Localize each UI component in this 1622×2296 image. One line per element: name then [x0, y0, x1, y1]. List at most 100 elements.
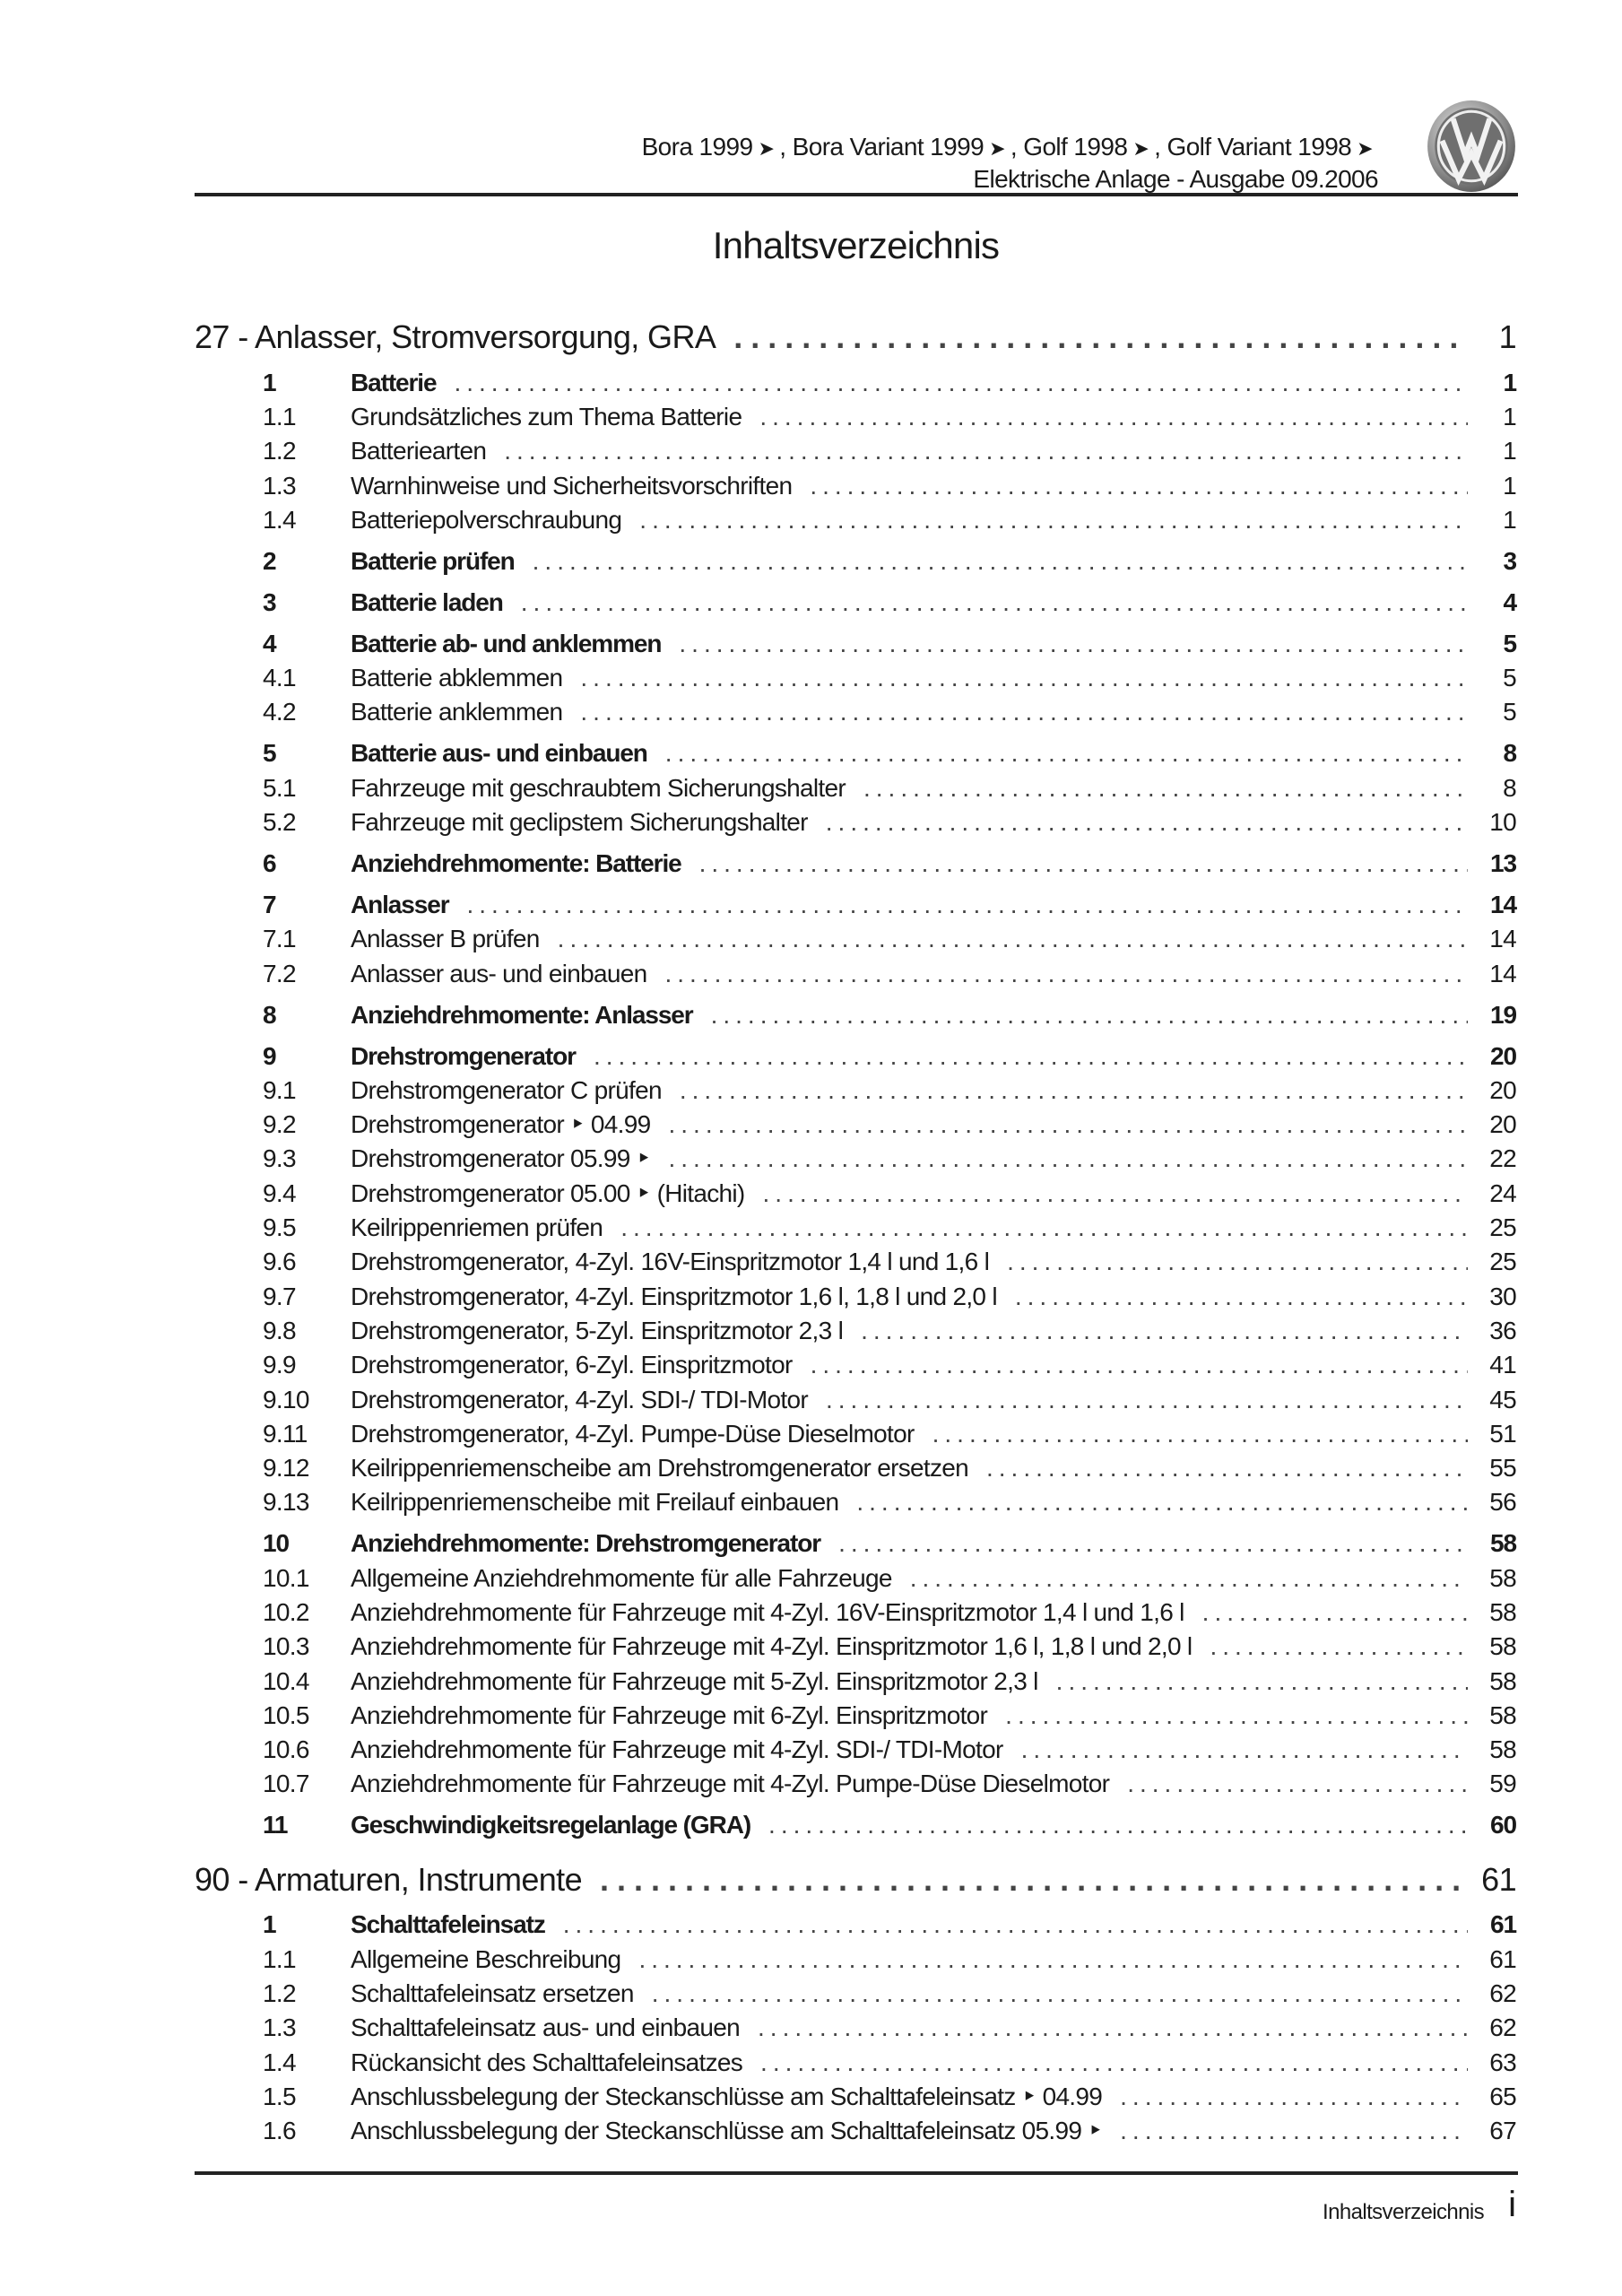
toc-entry-title: Allgemeine Beschreibung — [351, 1944, 621, 1973]
toc-entry[interactable]: 4.1 Batterie abklemmen...................… — [195, 661, 1517, 695]
dot-leader: ........................................… — [562, 1910, 1468, 1939]
toc-entry-title: Drehstromgenerator 05.00 ‣ (Hitachi) — [351, 1178, 745, 1207]
toc-entry-title: Batteriearten — [351, 437, 487, 465]
toc-chapter[interactable]: 90 - Armaturen, Instrumente.............… — [195, 1858, 1517, 1901]
toc-entry[interactable]: 9.12 Keilrippenriemenscheibe am Drehstrom… — [195, 1451, 1517, 1485]
toc-entry-page: 62 — [1489, 1979, 1516, 2008]
toc-entry[interactable]: 9.7 Drehstromgenerator, 4-Zyl. Einspritzm… — [195, 1280, 1517, 1314]
dot-leader: ........................................… — [651, 1979, 1468, 2008]
toc-entry[interactable]: 4 Batterie ab- und anklemmen.............… — [195, 627, 1517, 661]
toc-entry-page: 55 — [1489, 1454, 1516, 1483]
dot-leader: ........................................… — [454, 368, 1468, 396]
toc-entry[interactable]: 9.3 Drehstromgenerator 05.99 ‣...........… — [195, 1142, 1517, 1176]
toc-entry-number: 8 — [263, 1000, 277, 1029]
toc-entry-page: 61 — [1481, 1860, 1516, 1898]
toc-entry[interactable]: 10.2 Anziehdrehmomente für Fahrzeuge mit … — [195, 1596, 1517, 1630]
toc-entry[interactable]: 10.4 Anziehdrehmomente für Fahrzeuge mit … — [195, 1665, 1517, 1699]
toc-entry-title: Anschlussbelegung der Steckanschlüsse am… — [351, 2117, 1103, 2145]
toc-entry[interactable]: 9.13 Keilrippenriemenscheibe mit Freilauf… — [195, 1485, 1517, 1519]
toc-entry[interactable]: 7 Anlasser...............................… — [195, 888, 1517, 922]
toc-entry[interactable]: 1 Batterie...............................… — [195, 366, 1518, 400]
arrow-icon: ➤ — [989, 137, 1005, 160]
dot-leader: ........................................… — [664, 739, 1468, 768]
toc-entry-page: 20 — [1489, 1075, 1516, 1104]
toc-entry[interactable]: 9.9 Drehstromgenerator, 6-Zyl. Einspritzm… — [195, 1348, 1517, 1382]
toc-entry-number: 9.10 — [263, 1385, 309, 1413]
toc-entry-page: 1 — [1503, 368, 1518, 396]
toc-entry[interactable]: 1.6 Anschlussbelegung der Steckanschlüsse… — [195, 2114, 1517, 2148]
toc-entry-number: 10.1 — [263, 1563, 309, 1592]
toc-entry[interactable]: 10.1 Allgemeine Anziehdrehmomente für all… — [195, 1561, 1517, 1596]
toc-entry-title: Rückansicht des Schalttafeleinsatzes — [351, 2048, 743, 2076]
toc-entry[interactable]: 9.2 Drehstromgenerator ‣ 04.99...........… — [195, 1108, 1517, 1142]
dot-leader: ........................................… — [638, 1944, 1468, 1973]
toc-entry[interactable]: 10.3 Anziehdrehmomente für Fahrzeuge mit … — [195, 1630, 1517, 1664]
toc-entry-page: 1 — [1503, 437, 1517, 465]
toc-entry[interactable]: 6 Anziehdrehmomente: Batterie............… — [195, 847, 1517, 881]
toc-entry[interactable]: 11 Geschwindigkeitsregelanlage (GRA).....… — [195, 1808, 1517, 1842]
toc-entry-number: 9 — [263, 1041, 277, 1070]
toc-entry-page: 1 — [1503, 505, 1517, 534]
toc-entry-title: Batterie abklemmen — [351, 664, 563, 692]
toc-entry-title: Anziehdrehmomente für Fahrzeuge mit 4-Zy… — [351, 1770, 1110, 1798]
toc-entry[interactable]: 5 Batterie aus- und einbauen.............… — [195, 736, 1517, 770]
dot-leader: ........................................… — [710, 1000, 1468, 1029]
toc-entry[interactable]: 3 Batterie laden.........................… — [195, 586, 1517, 620]
toc-entry[interactable]: 1.1 Grundsätzliches zum Thema Batterie...… — [195, 400, 1517, 434]
toc-entry[interactable]: 9.1 Drehstromgenerator C prüfen..........… — [195, 1074, 1517, 1108]
toc-entry-page: 14 — [1489, 925, 1516, 953]
arrow-icon: ➤ — [758, 137, 775, 160]
toc-entry[interactable]: 5.1 Fahrzeuge mit geschraubtem Sicherungs… — [195, 771, 1517, 805]
toc-entry-page: 14 — [1489, 959, 1516, 987]
toc-entry-number: 7.2 — [263, 959, 297, 987]
toc-entry-title: Anschlussbelegung der Steckanschlüsse am… — [351, 2082, 1103, 2110]
toc-entry-page: 1 — [1503, 471, 1517, 500]
toc-entry[interactable]: 9.11 Drehstromgenerator, 4-Zyl. Pumpe-Düs… — [195, 1417, 1517, 1451]
toc-entry-number: 4.2 — [263, 698, 297, 726]
toc-entry[interactable]: 1.4 Rückansicht des Schalttafeleinsatzes.… — [195, 2046, 1517, 2080]
toc-entry[interactable]: 1.2 Schalttafeleinsatz ersetzen..........… — [195, 1977, 1517, 2011]
toc-entry-title: Fahrzeuge mit geschraubtem Sicherungshal… — [351, 773, 846, 802]
vw-logo-icon — [1427, 100, 1515, 192]
toc-entry[interactable]: 1.3 Schalttafeleinsatz aus- und einbauen.… — [195, 2011, 1517, 2045]
dot-leader: ........................................… — [557, 925, 1468, 953]
arrow-icon: ➤ — [1357, 137, 1373, 160]
toc-entry-page: 59 — [1489, 1770, 1516, 1798]
toc-entry[interactable]: 9 Drehstromgenerator.....................… — [195, 1039, 1517, 1074]
toc-entry[interactable]: 9.6 Drehstromgenerator, 4-Zyl. 16V-Einspr… — [195, 1245, 1517, 1279]
dot-leader: ........................................… — [810, 1351, 1468, 1379]
toc-entry[interactable]: 9.5 Keilrippenriemen prüfen..............… — [195, 1211, 1517, 1245]
toc-entry[interactable]: 8 Anziehdrehmomente: Anlasser............… — [195, 998, 1517, 1032]
toc-entry[interactable]: 5.2 Fahrzeuge mit geclipstem Sicherungsha… — [195, 805, 1517, 839]
toc-entry-number: 5 — [263, 739, 277, 768]
toc-chapter[interactable]: 27 - Anlasser, Stromversorgung, GRA.....… — [195, 316, 1517, 359]
dot-leader: ........................................… — [504, 437, 1468, 465]
dot-leader: ........................................… — [932, 1419, 1468, 1448]
toc-entry[interactable]: 7.2 Anlasser aus- und einbauen...........… — [195, 957, 1517, 991]
toc-entry[interactable]: 1.3 Warnhinweise und Sicherheitsvorschrif… — [195, 469, 1517, 503]
toc-entry[interactable]: 9.10 Drehstromgenerator, 4-Zyl. SDI-/ TDI… — [195, 1383, 1517, 1417]
toc-entry[interactable]: 2 Batterie prüfen........................… — [195, 544, 1517, 578]
toc-entry-title: Allgemeine Anziehdrehmomente für alle Fa… — [351, 1563, 892, 1592]
toc-entry-title: Anziehdrehmomente für Fahrzeuge mit 6-Zy… — [351, 1700, 988, 1729]
toc-entry[interactable]: 1 Schalttafeleinsatz.....................… — [195, 1908, 1517, 1942]
toc-entry[interactable]: 10.7 Anziehdrehmomente für Fahrzeuge mit … — [195, 1767, 1517, 1801]
toc-entry[interactable]: 4.2 Batterie anklemmen...................… — [195, 695, 1517, 729]
toc-entry[interactable]: 1.5 Anschlussbelegung der Steckanschlüsse… — [195, 2080, 1517, 2114]
dot-leader: ........................................… — [861, 1316, 1468, 1344]
toc-entry[interactable]: 10 Anziehdrehmomente: Drehstromgenerator.… — [195, 1526, 1517, 1561]
toc-entry[interactable]: 10.6 Anziehdrehmomente für Fahrzeuge mit … — [195, 1733, 1517, 1767]
toc-entry[interactable]: 1.4 Batteriepolverschraubung.............… — [195, 503, 1517, 537]
footer-page-number: i — [1508, 2185, 1516, 2224]
toc-entry[interactable]: 7.1 Anlasser B prüfen....................… — [195, 922, 1517, 956]
toc-entry[interactable]: 1.2 Batteriearten........................… — [195, 434, 1517, 468]
toc-entry[interactable]: 9.4 Drehstromgenerator 05.00 ‣ (Hitachi).… — [195, 1177, 1517, 1211]
toc-entry-number: 5.1 — [263, 773, 297, 802]
toc-entry-number: 9.13 — [263, 1488, 309, 1517]
toc-entry[interactable]: 10.5 Anziehdrehmomente für Fahrzeuge mit … — [195, 1699, 1517, 1733]
toc-entry-page: 8 — [1503, 773, 1517, 802]
toc-entry[interactable]: 1.1 Allgemeine Beschreibung..............… — [195, 1943, 1517, 1977]
toc-entry[interactable]: 9.8 Drehstromgenerator, 5-Zyl. Einspritzm… — [195, 1314, 1517, 1348]
toc-entry-page: 22 — [1489, 1144, 1516, 1173]
toc-entry-number: 10.2 — [263, 1597, 309, 1626]
